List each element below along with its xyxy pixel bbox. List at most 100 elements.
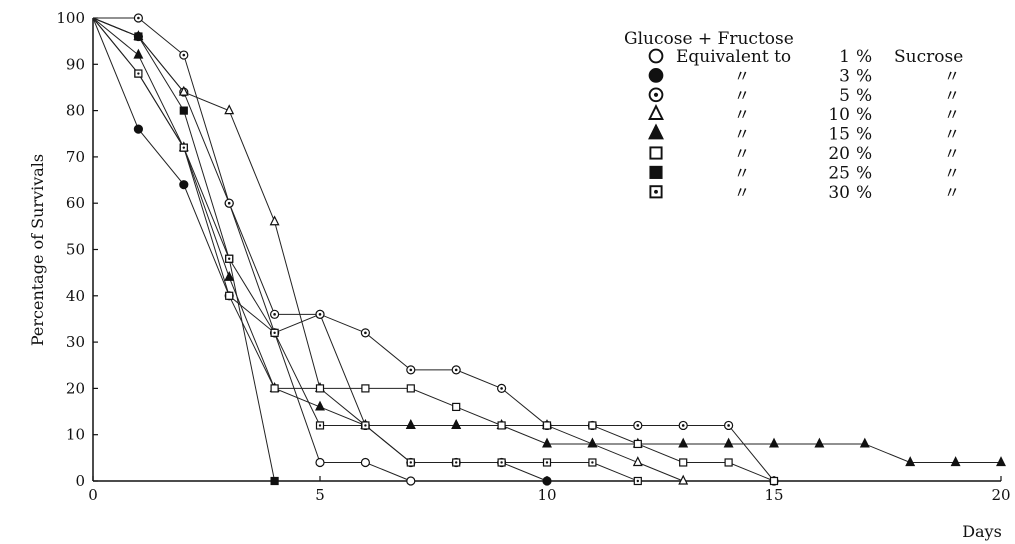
legend-percent-value: 20 bbox=[828, 144, 850, 164]
legend-symbol bbox=[648, 104, 664, 120]
y-tick-label: 0 bbox=[75, 472, 85, 490]
legend-ditto-mark: 〃 bbox=[734, 183, 750, 202]
x-tick-label: 20 bbox=[991, 486, 1010, 504]
data-point-open-square bbox=[769, 476, 779, 486]
legend-percent-value: 5 bbox=[839, 86, 850, 106]
data-point-dot-circle bbox=[270, 309, 280, 319]
y-axis-title: Percentage of Survivals bbox=[28, 154, 47, 346]
legend-percent-value: 30 bbox=[828, 183, 850, 203]
y-tick-label: 30 bbox=[66, 333, 85, 351]
legend-percent-symbol: % bbox=[856, 66, 872, 86]
data-point-dot-circle bbox=[224, 198, 234, 208]
data-point-dot-circle bbox=[360, 328, 370, 338]
legend-row: 1% bbox=[648, 47, 872, 67]
data-point-dot-square bbox=[179, 143, 188, 152]
legend-percent-symbol: % bbox=[856, 183, 872, 203]
legend-symbol bbox=[649, 185, 663, 199]
data-point-open-square bbox=[315, 384, 325, 393]
legend-ditto-mark: 〃 bbox=[734, 66, 750, 85]
data-point-dot-square bbox=[633, 476, 642, 486]
data-point-dot-square bbox=[225, 254, 234, 263]
data-point-open-triangle bbox=[224, 104, 235, 115]
legend-marker-open-triangle bbox=[648, 104, 664, 120]
y-tick-label: 20 bbox=[66, 379, 85, 397]
legend-marker-open-circle bbox=[648, 48, 664, 64]
data-point-open-square bbox=[588, 421, 597, 430]
y-tick-label: 10 bbox=[66, 426, 85, 444]
data-point-open-square bbox=[225, 291, 234, 300]
y-tick-label: 40 bbox=[66, 287, 85, 305]
legend-percent-value: 10 bbox=[828, 105, 850, 125]
legend-percent-symbol: % bbox=[856, 144, 872, 164]
y-tick-label: 70 bbox=[66, 148, 85, 166]
data-point-filled-circle bbox=[542, 476, 552, 486]
data-point-filled-triangle bbox=[905, 456, 916, 467]
data-point-open-square bbox=[542, 421, 552, 430]
legend-symbol bbox=[648, 123, 664, 140]
data-point-filled-circle bbox=[179, 180, 189, 190]
legend-ditto-mark: 〃 bbox=[734, 86, 750, 105]
legend-marker-dot-square bbox=[649, 185, 663, 199]
legend-column-header-sucrose: Sucrose bbox=[894, 47, 963, 67]
data-point-filled-triangle bbox=[814, 437, 825, 448]
data-point-dot-circle bbox=[633, 420, 643, 431]
data-point-dot-square bbox=[134, 69, 143, 78]
series-line-5 bbox=[92, 17, 775, 482]
legend-percent-symbol: % bbox=[856, 47, 872, 67]
data-point-dot-square bbox=[588, 458, 597, 467]
legend-ditto-mark: 〃 bbox=[944, 105, 960, 124]
data-point-dot-square bbox=[315, 421, 325, 430]
legend-rows: 1 %〃 〃3 %〃 〃5 %〃 〃10 %〃 〃15 %〃 〃20 %〃 〃25 %〃 〃30% bbox=[648, 47, 960, 203]
x-tick-label: 0 bbox=[88, 486, 98, 504]
legend-symbol bbox=[649, 165, 663, 179]
data-point-dot-square bbox=[497, 458, 506, 467]
data-point-filled-triangle bbox=[950, 456, 961, 467]
data-point-filled-triangle bbox=[315, 400, 325, 411]
data-point-filled-triangle bbox=[723, 437, 734, 448]
data-point-filled-triangle bbox=[451, 419, 462, 430]
legend-ditto-mark: 〃 bbox=[944, 125, 960, 144]
data-point-open-circle bbox=[406, 476, 416, 486]
legend-ditto-mark: 〃 bbox=[944, 183, 960, 202]
legend-marker-filled-circle bbox=[648, 68, 664, 83]
legend-marker-open-square bbox=[649, 146, 663, 160]
legend-percent-symbol: % bbox=[856, 105, 872, 125]
legend-row: 〃 〃 20% bbox=[649, 144, 960, 164]
legend-ditto-mark: 〃 bbox=[734, 144, 750, 163]
series-line-3 bbox=[92, 17, 684, 482]
data-point-filled-circle bbox=[133, 124, 143, 134]
legend-row: 〃 〃 25% bbox=[649, 163, 960, 183]
legend-ditto-mark: 〃 bbox=[944, 144, 960, 163]
data-point-dot-circle bbox=[451, 365, 461, 375]
legend-row: 〃 〃 30% bbox=[649, 183, 960, 203]
data-point-dot-square bbox=[270, 328, 279, 337]
legend-title: Glucose + Fructose bbox=[624, 29, 794, 49]
x-axis-title: Days bbox=[962, 522, 1002, 541]
x-tick-label: 5 bbox=[315, 486, 325, 504]
series-line-7 bbox=[92, 17, 638, 482]
legend-ditto-mark: 〃 bbox=[944, 86, 960, 105]
y-tick-label: 50 bbox=[66, 241, 85, 259]
legend-row: 〃 〃 3% bbox=[648, 66, 960, 86]
legend-ditto-mark: 〃 bbox=[944, 66, 960, 85]
legend-symbol bbox=[648, 68, 664, 83]
legend-ditto-mark: 〃 bbox=[734, 125, 750, 144]
data-point-open-square bbox=[361, 384, 370, 393]
data-point-open-square bbox=[452, 402, 461, 412]
legend-symbol bbox=[649, 146, 663, 160]
data-point-filled-triangle bbox=[405, 419, 416, 430]
data-point-filled-triangle bbox=[542, 437, 552, 448]
data-point-open-circle bbox=[315, 457, 325, 468]
data-point-filled-square bbox=[134, 32, 143, 41]
data-point-filled-triangle bbox=[224, 270, 235, 281]
data-point-open-square bbox=[406, 384, 415, 393]
data-point-dot-circle bbox=[179, 50, 189, 60]
legend-ditto-mark: 〃 bbox=[734, 105, 750, 124]
y-tick-label: 100 bbox=[56, 9, 85, 27]
data-point-dot-circle bbox=[723, 420, 734, 431]
data-point-dot-square bbox=[452, 458, 461, 467]
data-point-open-triangle bbox=[269, 215, 280, 226]
data-point-open-triangle bbox=[178, 85, 189, 96]
